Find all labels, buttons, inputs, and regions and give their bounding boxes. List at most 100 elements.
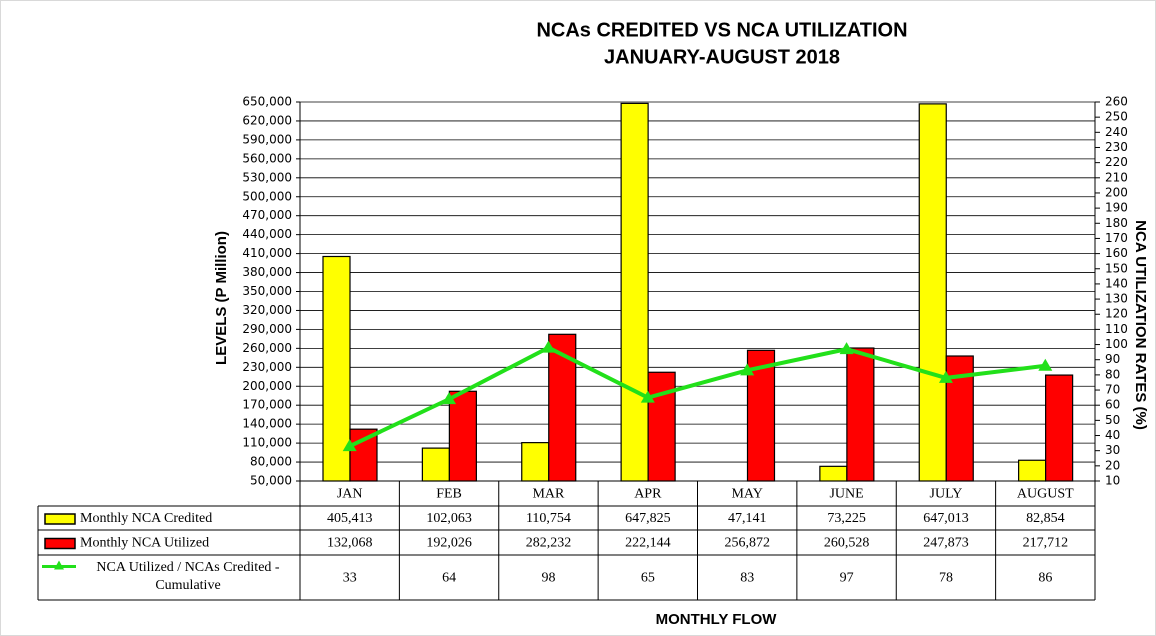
- bar: [421, 447, 450, 482]
- x-tick-label: JUNE: [829, 487, 863, 502]
- y-tick-label: 110,000: [242, 436, 292, 450]
- table-value: 64: [442, 571, 456, 586]
- y2-tick-label: 250: [1105, 110, 1128, 124]
- y2-tick-label: 50: [1105, 413, 1120, 427]
- y-tick-label: 350,000: [242, 284, 292, 298]
- legend-label: Monthly NCA Utilized: [80, 536, 209, 551]
- legend-label: Monthly NCA Credited: [80, 511, 212, 526]
- y-tick-label: 260,000: [242, 341, 292, 355]
- bar: [647, 371, 676, 482]
- table-value: 405,413: [327, 511, 373, 526]
- y2-tick-label: 10: [1105, 474, 1120, 488]
- table-value: 86: [1038, 571, 1052, 586]
- x-axis-title: MONTHLY FLOW: [656, 611, 778, 628]
- chart-title: NCAs CREDITED VS NCA UTILIZATION: [536, 19, 907, 41]
- table-value: 33: [343, 571, 357, 586]
- y2-tick-label: 40: [1105, 428, 1120, 442]
- y2-axis-title: NCA UTILIZATION RATES (%): [1132, 220, 1149, 430]
- line-marker: [541, 340, 556, 353]
- y2-tick-label: 110: [1105, 322, 1128, 336]
- table-value: 132,068: [327, 536, 373, 551]
- x-tick-label: MAY: [731, 487, 762, 502]
- chart-title: JANUARY-AUGUST 2018: [604, 46, 840, 68]
- y-tick-label: 50,000: [250, 474, 292, 488]
- table-value: 102,063: [426, 511, 472, 526]
- y-tick-label: 470,000: [242, 208, 292, 222]
- table-value: 260,528: [824, 536, 870, 551]
- y-tick-label: 200,000: [242, 379, 292, 393]
- y2-tick-label: 210: [1105, 170, 1128, 184]
- table-value: 47,141: [728, 511, 767, 526]
- y2-tick-label: 20: [1105, 458, 1120, 472]
- table-value: 110,754: [526, 511, 571, 526]
- table-value: 83: [740, 571, 754, 586]
- legend-label: NCA Utilized / NCAs Credited - Cumulativ…: [96, 560, 280, 593]
- line-marker: [442, 392, 457, 405]
- bar: [846, 347, 875, 482]
- y2-tick-label: 80: [1105, 367, 1120, 381]
- y2-tick-label: 240: [1105, 125, 1128, 139]
- y-tick-label: 620,000: [242, 113, 292, 127]
- x-tick-label: APR: [634, 487, 662, 502]
- y-tick-label: 170,000: [242, 398, 292, 412]
- table-value: 65: [641, 571, 655, 586]
- x-tick-label: JULY: [930, 487, 963, 502]
- table-value: 97: [840, 571, 854, 586]
- y-tick-label: 80,000: [250, 455, 292, 469]
- x-tick-label: JAN: [337, 487, 363, 502]
- y2-tick-label: 70: [1105, 383, 1120, 397]
- y-tick-label: 530,000: [242, 170, 292, 184]
- y-tick-label: 590,000: [242, 132, 292, 146]
- y-tick-label: 440,000: [242, 227, 292, 241]
- table-value: 98: [541, 571, 555, 586]
- table-value: 73,225: [827, 511, 866, 526]
- y2-tick-label: 130: [1105, 292, 1128, 306]
- table-value: 82,854: [1026, 511, 1065, 526]
- table-value: 192,026: [426, 536, 472, 551]
- line-marker: [640, 390, 655, 403]
- table-value: 282,232: [526, 536, 572, 551]
- y-tick-label: 560,000: [242, 151, 292, 165]
- y-tick-label: 380,000: [242, 265, 292, 279]
- line-marker: [740, 363, 755, 376]
- table-value: 256,872: [724, 536, 770, 551]
- y2-tick-label: 160: [1105, 246, 1128, 260]
- y2-tick-label: 90: [1105, 352, 1120, 366]
- x-tick-label: FEB: [436, 487, 462, 502]
- y2-tick-label: 170: [1105, 231, 1128, 245]
- y2-tick-label: 60: [1105, 398, 1120, 412]
- bar: [918, 103, 947, 482]
- bar: [448, 390, 477, 482]
- y-tick-label: 140,000: [242, 417, 292, 431]
- line-marker: [1038, 358, 1053, 371]
- y2-tick-label: 190: [1105, 201, 1128, 215]
- legend-swatch: [54, 560, 64, 570]
- table-value: 222,144: [625, 536, 671, 551]
- bar: [1018, 459, 1047, 482]
- table-value: 78: [939, 571, 953, 586]
- table-value: 647,825: [625, 511, 671, 526]
- y2-tick-label: 30: [1105, 443, 1120, 457]
- table-value: 217,712: [1023, 536, 1069, 551]
- table-value: 647,013: [923, 511, 969, 526]
- line-marker: [342, 439, 357, 452]
- bar: [819, 465, 848, 482]
- y-tick-label: 230,000: [242, 360, 292, 374]
- line-marker: [938, 370, 953, 383]
- y2-tick-label: 150: [1105, 261, 1128, 275]
- legend-swatch: [44, 537, 76, 550]
- line-marker: [839, 342, 854, 355]
- y2-tick-label: 140: [1105, 276, 1128, 290]
- y2-tick-label: 180: [1105, 216, 1128, 230]
- y2-tick-label: 230: [1105, 140, 1128, 154]
- x-tick-label: AUGUST: [1017, 487, 1074, 502]
- legend-label-box: NCA Utilized / NCAs Credited - Cumulativ…: [96, 560, 280, 593]
- y2-tick-label: 200: [1105, 185, 1128, 199]
- y-tick-label: 650,000: [242, 95, 292, 109]
- y-tick-label: 410,000: [242, 246, 292, 260]
- line: [348, 345, 1046, 448]
- y2-tick-label: 100: [1105, 337, 1128, 351]
- bar: [322, 255, 351, 482]
- bar: [620, 102, 649, 482]
